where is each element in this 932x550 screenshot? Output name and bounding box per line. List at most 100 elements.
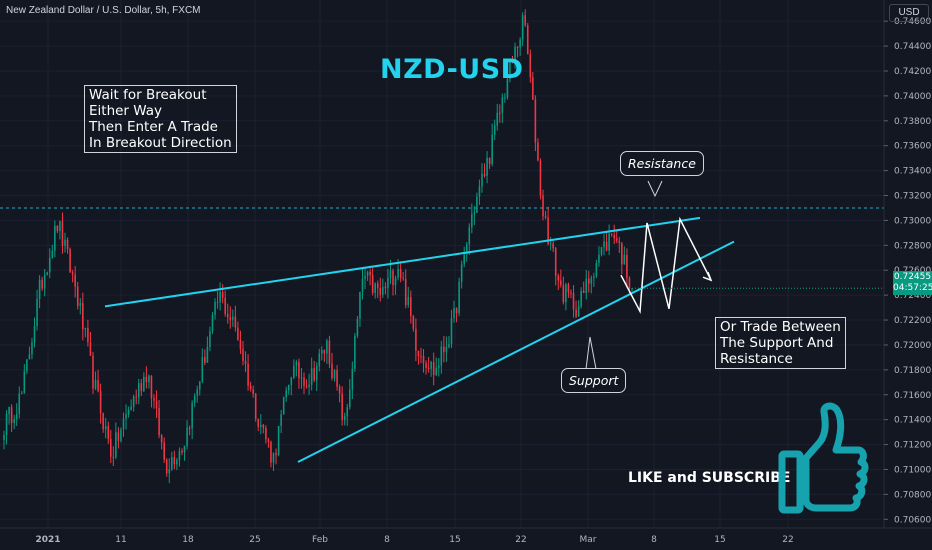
candle-body xyxy=(82,303,84,330)
y-tick-label: 0.71200 xyxy=(894,441,931,451)
candle-body xyxy=(501,97,504,113)
candle-body xyxy=(369,271,371,276)
y-tick-label: 0.73000 xyxy=(894,216,931,226)
candle-body xyxy=(275,453,277,456)
candle-body xyxy=(532,77,534,100)
candle-body xyxy=(613,235,615,239)
candle-body xyxy=(160,435,163,443)
candle-body xyxy=(130,406,132,410)
candle-body xyxy=(554,248,557,276)
candle-body xyxy=(242,348,244,361)
candle-body xyxy=(318,353,321,366)
candle-body xyxy=(593,276,595,278)
candle-body xyxy=(117,432,120,442)
candle-body xyxy=(511,61,514,63)
time-axis-bg xyxy=(0,528,932,550)
candle-body xyxy=(107,426,110,439)
candle-body xyxy=(285,390,288,398)
candle-body xyxy=(295,362,298,366)
currency-selector[interactable]: USD xyxy=(889,4,929,22)
resistance-trendline xyxy=(104,216,701,308)
candle-body xyxy=(458,281,460,314)
candle-body xyxy=(491,134,493,164)
candle-body xyxy=(120,429,122,442)
candle-body xyxy=(366,271,369,276)
candle-body xyxy=(544,216,547,218)
candle-body xyxy=(229,316,232,320)
candle-body xyxy=(407,297,410,306)
candle-body xyxy=(496,112,499,126)
candle-body xyxy=(153,398,155,401)
candle-body xyxy=(66,239,69,249)
candle-body xyxy=(237,327,239,341)
candle-body xyxy=(384,286,387,289)
candle-body xyxy=(387,277,389,289)
symbol-title: New Zealand Dollar / U.S. Dollar, 5h, FX… xyxy=(6,5,201,16)
y-tick-label: 0.70800 xyxy=(894,490,931,500)
candle-body xyxy=(15,413,18,420)
candle-body xyxy=(69,248,71,273)
candle-body xyxy=(150,375,153,399)
candle-body xyxy=(455,308,458,314)
candle-body xyxy=(348,389,351,408)
candle-body xyxy=(374,283,376,293)
candle-body xyxy=(183,445,186,453)
candle-body xyxy=(221,292,224,298)
candle-body xyxy=(36,299,38,326)
y-tick-label: 0.70600 xyxy=(894,515,931,525)
candle-body xyxy=(493,125,496,135)
candle-body xyxy=(186,427,188,446)
candle-body xyxy=(239,340,242,349)
candle-body xyxy=(33,325,36,343)
candle-body xyxy=(506,79,509,98)
candle-body xyxy=(397,268,399,278)
candle-body xyxy=(3,434,5,440)
candle-body xyxy=(450,318,453,345)
candle-body xyxy=(5,413,8,435)
candle-body xyxy=(610,233,613,236)
candle-body xyxy=(435,367,438,376)
candle-body xyxy=(84,328,87,330)
candle-body xyxy=(575,309,577,317)
candle-body xyxy=(257,418,260,427)
candle-body xyxy=(303,377,305,387)
candle-body xyxy=(232,316,234,320)
support-trendline xyxy=(297,240,735,463)
candle-body xyxy=(140,383,143,392)
candle-body xyxy=(300,377,303,379)
candle-body xyxy=(590,277,593,284)
candle-body xyxy=(224,297,226,314)
projection-zigzag xyxy=(620,216,712,314)
candle-body xyxy=(145,376,148,383)
candle-body xyxy=(23,371,26,394)
candle-body xyxy=(598,254,600,263)
candle-body xyxy=(483,173,486,176)
candle-body xyxy=(621,243,623,265)
candle-body xyxy=(359,291,361,319)
candle-body xyxy=(46,272,49,275)
candle-body xyxy=(244,360,247,364)
candle-body xyxy=(417,350,420,357)
candle-body xyxy=(603,241,605,248)
candle-body xyxy=(125,414,127,419)
y-tick-label: 0.74000 xyxy=(894,92,931,102)
candle-body xyxy=(549,243,552,245)
candle-body xyxy=(565,284,567,303)
candle-body xyxy=(305,386,308,388)
candle-body xyxy=(394,277,397,286)
candle-body xyxy=(427,367,430,369)
candle-body xyxy=(310,368,313,385)
candle-body xyxy=(351,368,354,390)
candle-body xyxy=(201,357,204,382)
candle-body xyxy=(48,257,51,273)
thumbs-up-icon xyxy=(778,402,869,514)
candle-body xyxy=(260,424,262,427)
candle-body xyxy=(165,459,168,474)
candle-body xyxy=(71,272,74,275)
candle-body xyxy=(547,217,549,245)
y-tick-label: 0.72800 xyxy=(894,241,931,251)
x-tick-label: 22 xyxy=(782,535,793,545)
candle-body xyxy=(529,54,532,78)
candle-body xyxy=(402,277,404,279)
